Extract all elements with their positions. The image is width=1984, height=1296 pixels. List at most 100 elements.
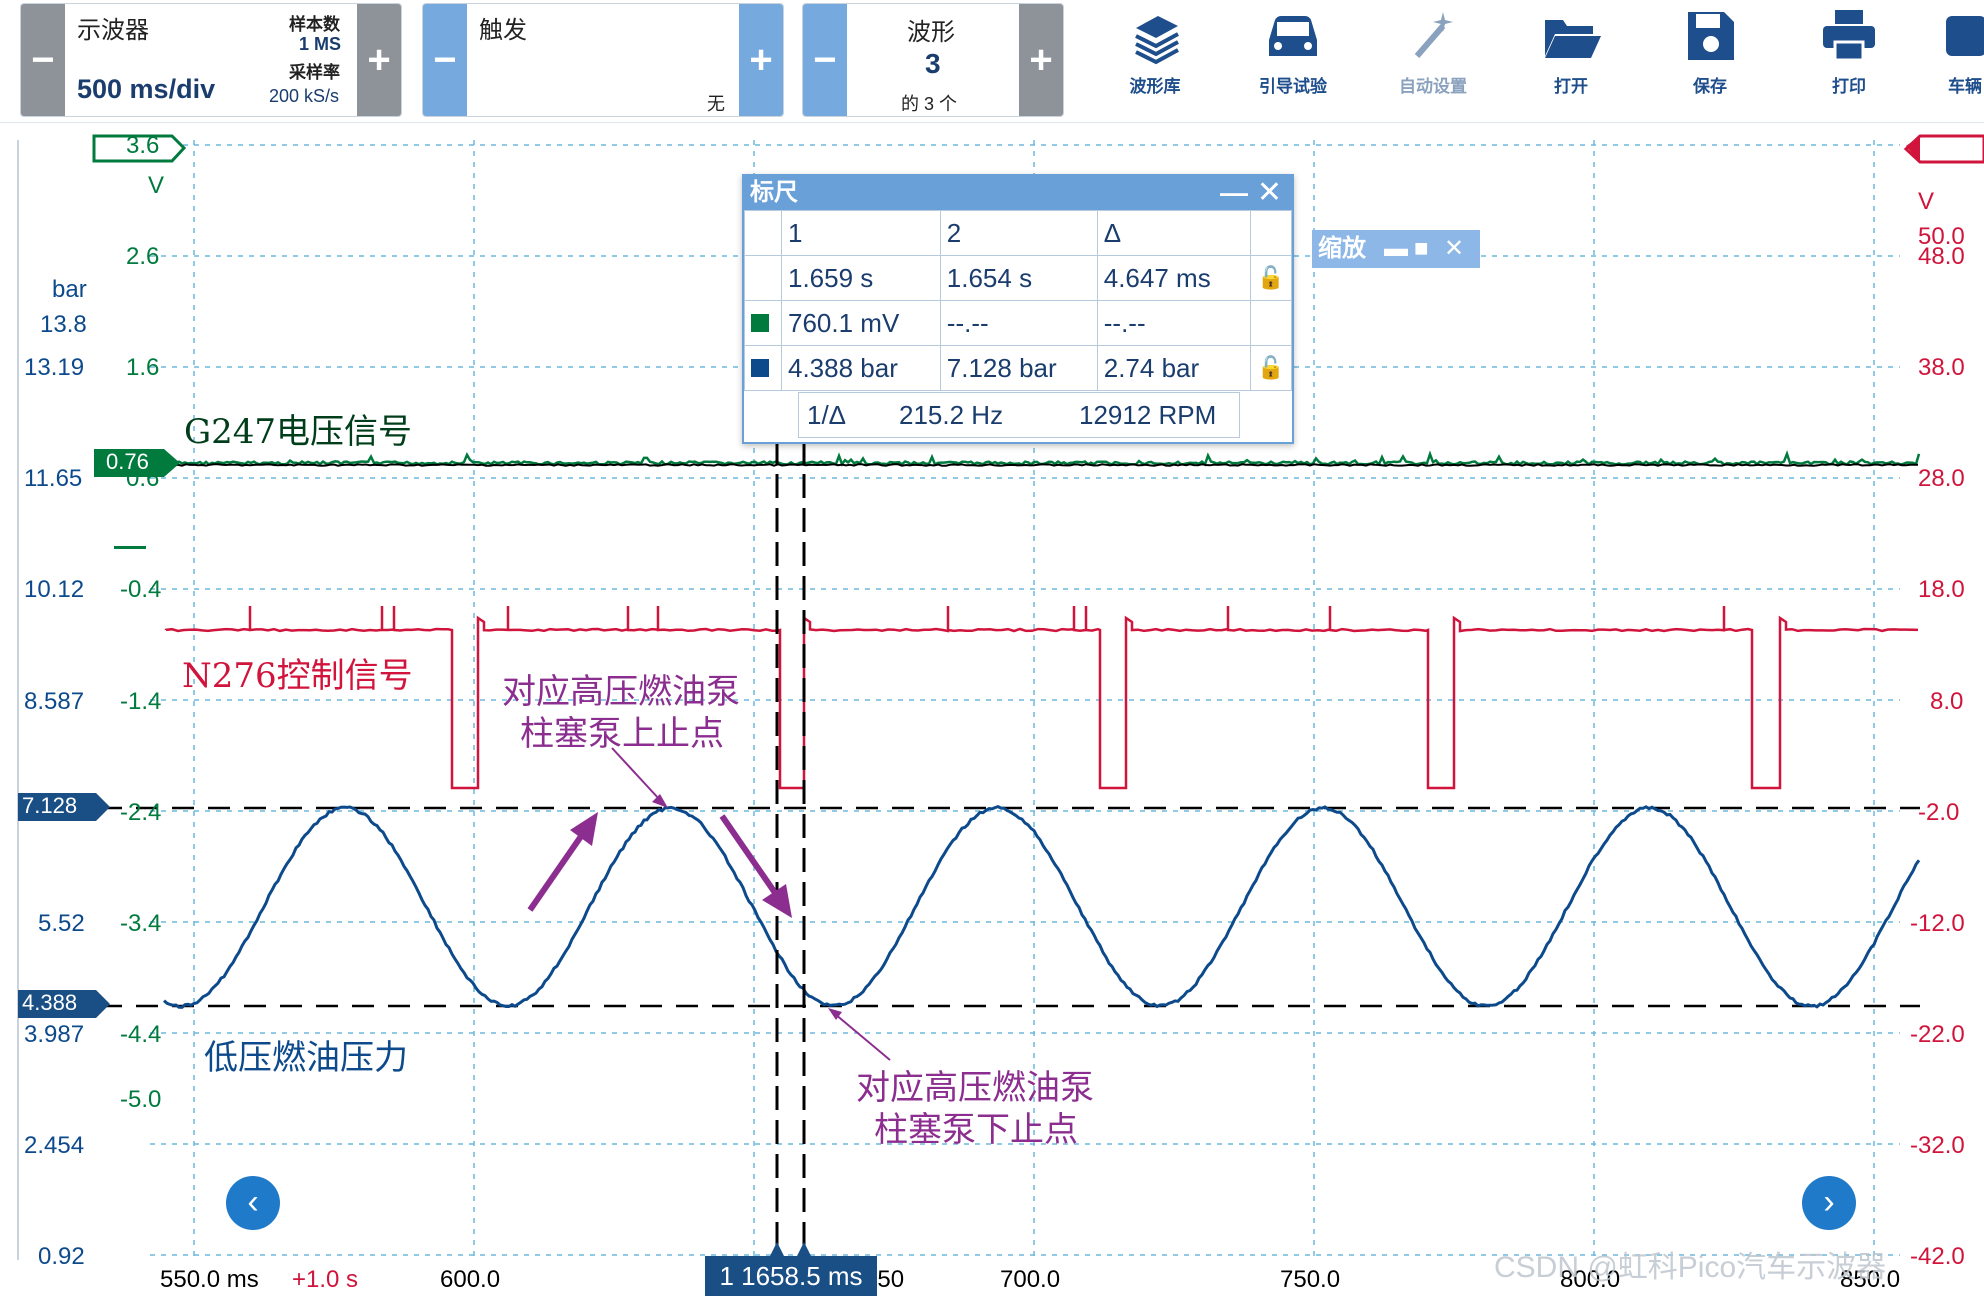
vehicle-label: 车辆 xyxy=(1948,77,1982,96)
sample-rate-value: 200 kS/s xyxy=(269,86,340,106)
trigger-mode[interactable]: 无 xyxy=(707,94,725,114)
auto-setup-button[interactable]: 自动设置 xyxy=(1373,6,1493,97)
guided-test-button[interactable]: 引导试验 xyxy=(1233,6,1353,97)
waveform-index[interactable]: 3 xyxy=(925,48,941,79)
blue-channel-swatch xyxy=(744,345,782,391)
save-label: 保存 xyxy=(1693,77,1727,96)
timebase-increase-button[interactable]: + xyxy=(357,4,401,116)
ruler-cell-empty xyxy=(1250,300,1292,346)
waveform-count: 的 3 个 xyxy=(901,94,958,114)
samples-value[interactable]: 1 MS xyxy=(299,34,342,54)
cursor-1-handle[interactable] xyxy=(769,1242,785,1258)
vehicle-button[interactable]: 车辆 xyxy=(1922,6,1984,97)
red-tick-48: 48.0 xyxy=(1918,243,1965,270)
x-tick-800: 800.0 xyxy=(1560,1266,1621,1293)
scope-title: 示波器 xyxy=(77,17,149,44)
waveform-library-button[interactable]: 波形库 xyxy=(1095,6,1215,97)
green-tick-neg1.4: -1.4 xyxy=(120,688,162,715)
blue-marker-bottom[interactable] xyxy=(18,990,110,1018)
zoom-panel[interactable]: 缩放 ▬ ■ ✕ xyxy=(1312,230,1480,268)
print-button[interactable]: 打印 xyxy=(1789,6,1909,97)
timebase-decrease-button[interactable]: − xyxy=(21,4,65,116)
ruler-green-delta: --.-- xyxy=(1096,300,1252,346)
annotation-arrows xyxy=(527,747,891,1061)
green-scale-unit: V xyxy=(148,172,165,199)
ruler-frequency-row: 1/Δ 215.2 Hz 12912 RPM xyxy=(798,392,1240,438)
zoom-close-icon[interactable]: ✕ xyxy=(1444,235,1465,262)
scroll-left-button[interactable]: ‹ xyxy=(226,1176,280,1230)
red-tick-8: 8.0 xyxy=(1930,688,1964,715)
green-trace-g247 xyxy=(169,450,1921,467)
green-channel-offset-marker[interactable] xyxy=(94,449,180,477)
ruler-col-delta: Δ xyxy=(1096,210,1252,256)
blue-tick-2.454: 2.454 xyxy=(24,1132,85,1159)
green-tick-neg5.0: -5.0 xyxy=(120,1086,162,1113)
green-offset-marker-label: 0.76 xyxy=(106,449,149,474)
green-tick-neg2.4: -2.4 xyxy=(120,799,162,826)
ruler-panel-header[interactable]: 标尺 — ✕ xyxy=(744,176,1292,210)
blue-tick-3.987: 3.987 xyxy=(24,1021,85,1048)
red-tick-50: 50.0 xyxy=(1918,223,1965,250)
green-scale-top-value: 3.6 xyxy=(126,132,160,159)
scroll-right-button[interactable]: › xyxy=(1802,1176,1856,1230)
watermark: CSDN @虹科Pico汽车示波器 xyxy=(1494,1251,1887,1284)
save-button[interactable]: 保存 xyxy=(1650,6,1770,97)
zoom-label: 缩放 xyxy=(1318,235,1366,262)
bottom-dead-center-annotation-line1: 对应高压燃油泵 xyxy=(856,1068,1094,1108)
open-button[interactable]: 打开 xyxy=(1511,6,1631,97)
ruler-header-row: 1 2 Δ xyxy=(744,210,1292,256)
ruler-time-lock-icon[interactable]: 🔓 xyxy=(1250,255,1292,301)
red-tick-28: 28.0 xyxy=(1918,465,1965,492)
waveform-control: − 波形 3 的 3 个 + xyxy=(802,3,1064,117)
printer-icon xyxy=(1823,10,1875,62)
ruler-time-delta: 4.647 ms xyxy=(1096,255,1252,301)
chevron-left-icon: ‹ xyxy=(247,1183,259,1221)
oscilloscope-plot[interactable] xyxy=(0,123,1984,1296)
blue-trace-pressure xyxy=(162,804,1921,1009)
trigger-increase-button[interactable]: + xyxy=(739,4,783,116)
green-tick-0.6: 0.6 xyxy=(126,465,160,492)
blue-marker-bottom-label: 4.388 xyxy=(22,990,78,1015)
green-channel-swatch xyxy=(744,300,782,346)
ruler-cell-empty xyxy=(744,210,782,256)
waveform-library-icon xyxy=(1135,16,1179,65)
red-tick-neg42: -42.0 xyxy=(1910,1243,1965,1270)
ruler-panel: 标尺 — ✕ 1 2 Δ 1.659 s 1.654 s 4.647 ms 🔓 … xyxy=(742,174,1294,444)
cursor-time-label[interactable]: 1 1658.5 ms xyxy=(705,1256,877,1296)
bottom-dead-center-annotation-line2: 柱塞泵下止点 xyxy=(874,1110,1078,1150)
blue-tick-0.92: 0.92 xyxy=(38,1243,85,1270)
red-tick-18: 18.0 xyxy=(1918,576,1965,603)
folder-open-icon xyxy=(1545,20,1601,58)
print-label: 打印 xyxy=(1832,77,1866,96)
red-scale-unit: V xyxy=(1918,188,1935,215)
green-scale-top-marker[interactable] xyxy=(92,134,187,163)
trigger-decrease-button[interactable]: − xyxy=(423,4,467,116)
zoom-maximize-icon[interactable]: ■ xyxy=(1414,235,1429,262)
vehicle-icon xyxy=(1946,16,1984,56)
ruler-close-icon[interactable]: ✕ xyxy=(1256,176,1282,209)
waveform-title: 波形 xyxy=(907,19,955,46)
green-trace-label: G247电压信号 xyxy=(184,412,413,452)
ruler-rpm-value: 12912 RPM xyxy=(1079,400,1217,430)
cursor-2-handle[interactable] xyxy=(796,1242,812,1258)
ruler-minimize-icon[interactable]: — xyxy=(1220,177,1248,208)
red-channel-offset-marker[interactable] xyxy=(1906,136,1920,162)
x-tick-850: 850.0 xyxy=(1840,1266,1901,1293)
trigger-title: 触发 xyxy=(479,17,527,44)
timebase-control: − 示波器 500 ms/div 样本数 1 MS 采样率 200 kS/s + xyxy=(20,3,402,117)
red-tick-neg32: -32.0 xyxy=(1910,1132,1965,1159)
waveform-next-button[interactable]: + xyxy=(1019,4,1063,116)
toolbar: − 示波器 500 ms/div 样本数 1 MS 采样率 200 kS/s +… xyxy=(0,0,1984,123)
ruler-time-1: 1.659 s xyxy=(781,255,941,301)
green-tick-neg3.4: -3.4 xyxy=(120,910,162,937)
x-tick-600: 600.0 xyxy=(440,1266,501,1293)
blue-marker-top[interactable] xyxy=(18,793,110,821)
ruler-green-2: --.-- xyxy=(939,300,1098,346)
waveform-previous-button[interactable]: − xyxy=(803,4,847,116)
zoom-minimize-icon[interactable]: ▬ xyxy=(1384,235,1408,262)
ruler-blue-lock-icon[interactable]: 🔓 xyxy=(1250,345,1292,391)
timebase-value[interactable]: 500 ms/div xyxy=(77,74,216,104)
red-tick-neg12: -12.0 xyxy=(1910,910,1965,937)
blue-tick-13.19: 13.19 xyxy=(24,354,85,381)
top-dead-center-annotation-line2: 柱塞泵上止点 xyxy=(520,714,724,754)
